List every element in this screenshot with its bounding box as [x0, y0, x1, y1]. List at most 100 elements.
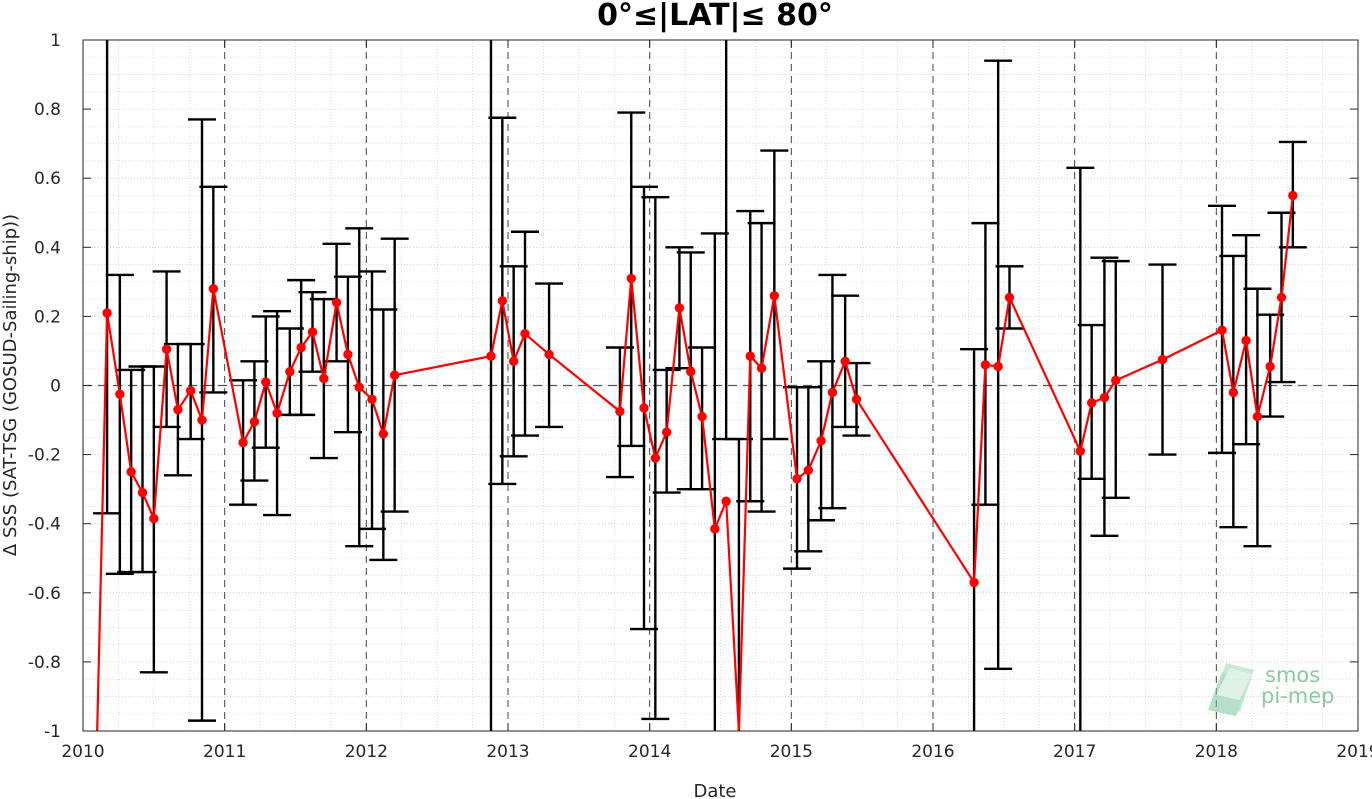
data-point: [1276, 292, 1287, 303]
smos-pi-mep-logo: smos pi-mep: [1208, 663, 1334, 716]
series-markers: [102, 190, 1298, 588]
y-ticks: 1 0.8 0.6 0.4 0.2 0 -0.2 -0.4 -0.6 -0.8 -1: [28, 31, 1358, 742]
x-tick-label: 2011: [203, 742, 246, 762]
x-tick-label: 2019: [1336, 742, 1372, 762]
y-tick-label: -0.4: [28, 515, 61, 535]
data-point: [319, 373, 329, 384]
data-point: [185, 385, 196, 396]
data-point: [161, 344, 172, 354]
data-point: [969, 577, 979, 588]
data-point: [367, 394, 377, 405]
x-ticks: 2010 2011 2012 2013 2014 2015 2016 2017 2018 2019: [61, 40, 1372, 762]
data-point: [745, 351, 755, 361]
chart-title: 0°≤|LAT|≤ 80°: [597, 0, 833, 33]
data-point: [343, 349, 353, 360]
data-point: [378, 429, 389, 439]
data-point: [840, 356, 850, 367]
y-axis-label: Δ SSS (SAT-TSG (GOSUD-Sailing-ship)): [0, 214, 21, 556]
data-point: [993, 361, 1003, 372]
x-axis-label: Date: [693, 781, 736, 799]
y-tick-label: 0.4: [34, 238, 61, 258]
data-point: [639, 403, 649, 413]
data-point: [354, 382, 364, 392]
data-point: [249, 417, 260, 427]
data-point: [149, 513, 159, 524]
data-point: [486, 351, 496, 361]
data-point: [1265, 361, 1275, 372]
data-point: [389, 370, 400, 380]
data-point: [661, 427, 672, 437]
data-point: [544, 349, 554, 360]
data-point: [769, 290, 780, 301]
data-point: [520, 328, 530, 339]
data-point: [697, 411, 707, 422]
data-point: [650, 453, 661, 463]
data-point: [1241, 335, 1251, 346]
data-point: [851, 394, 862, 405]
data-point: [792, 474, 802, 484]
logo-text-pi-mep: pi-mep: [1261, 684, 1334, 708]
error-bar: [93, 40, 122, 515]
y-tick-label: 1: [50, 31, 61, 51]
series-line: [96, 195, 1294, 732]
data-point: [197, 415, 207, 425]
y-tick-label: -1: [44, 722, 61, 742]
data-point: [803, 465, 814, 475]
data-point: [1288, 190, 1298, 201]
y-tick-label: 0.2: [34, 307, 61, 327]
error-bar: [700, 232, 729, 731]
data-point: [285, 366, 295, 377]
y-tick-label: -0.8: [28, 653, 61, 673]
data-point: [307, 327, 318, 337]
y-tick-label: 0: [50, 377, 61, 397]
data-point: [508, 356, 519, 367]
data-point: [1157, 354, 1168, 365]
logo-icon: [1208, 663, 1254, 716]
data-point: [115, 389, 125, 399]
y-tick-label: 0.8: [34, 100, 61, 120]
y-tick-label: -0.6: [28, 584, 61, 604]
x-tick-label: 2010: [61, 742, 104, 762]
data-point: [261, 377, 271, 387]
error-bar: [105, 273, 134, 575]
x-tick-label: 2013: [486, 742, 529, 762]
data-point: [710, 524, 720, 534]
data-point: [102, 308, 112, 318]
data-point: [1004, 292, 1015, 303]
data-point: [1111, 375, 1121, 386]
data-point: [980, 360, 991, 370]
data-point: [331, 297, 342, 308]
data-point: [1086, 398, 1097, 408]
x-tick-label: 2012: [345, 742, 388, 762]
data-point: [173, 404, 183, 415]
data-point: [816, 436, 826, 446]
data-point: [208, 284, 219, 294]
y-tick-label: -0.2: [28, 446, 61, 466]
data-point: [674, 303, 685, 313]
x-tick-label: 2014: [628, 742, 671, 762]
logo-text-smos: smos: [1265, 663, 1320, 687]
x-tick-label: 2015: [770, 742, 813, 762]
x-tick-label: 2018: [1195, 742, 1238, 762]
data-point: [497, 296, 508, 306]
data-point: [1075, 446, 1086, 456]
data-point: [626, 273, 636, 284]
x-tick-label: 2017: [1053, 742, 1096, 762]
data-point: [1228, 387, 1239, 398]
data-point: [1099, 392, 1110, 403]
y-tick-label: 0.6: [34, 169, 61, 189]
data-point: [272, 408, 282, 418]
data-point: [721, 496, 731, 506]
x-tick-label: 2016: [911, 742, 954, 762]
data-point: [1252, 411, 1263, 422]
data-point: [756, 363, 767, 373]
data-point: [686, 366, 696, 377]
data-point: [137, 487, 148, 498]
data-point: [126, 467, 136, 477]
data-point: [827, 387, 838, 398]
error-bar: [960, 348, 989, 731]
data-point: [1217, 325, 1227, 335]
data-point: [296, 342, 306, 353]
data-point: [238, 437, 248, 448]
